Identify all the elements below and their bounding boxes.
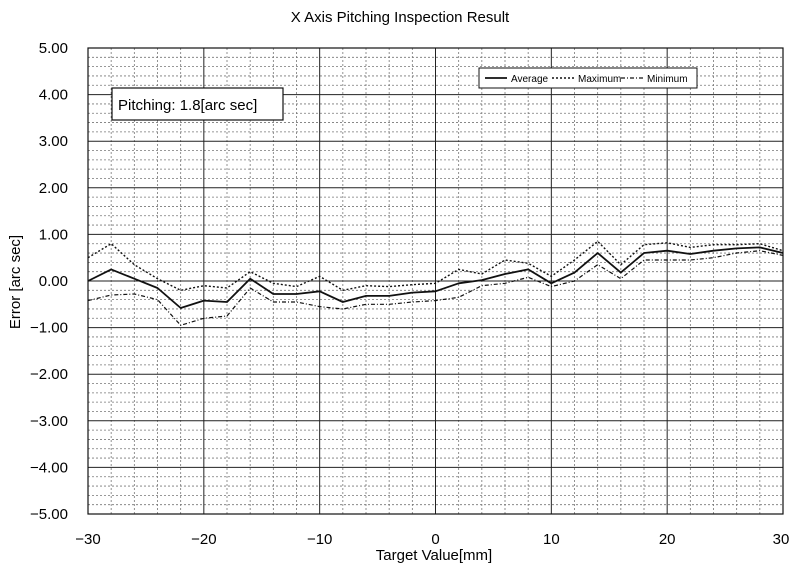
x-tick-label: −20	[191, 531, 216, 548]
pitching-annotation: Pitching: 1.8[arc sec]	[118, 97, 257, 114]
y-tick-label: −3.00	[30, 413, 68, 430]
legend-label-minimum: Minimum	[647, 74, 688, 85]
x-tick-label: −30	[75, 531, 100, 548]
y-tick-label: −1.00	[30, 320, 68, 337]
series-line-minimum	[87, 250, 784, 326]
legend-label-average: Average	[511, 74, 549, 85]
x-tick-label: −10	[307, 531, 332, 548]
axes: 5.00 4.00 3.00 2.00 1.00 0.00 −1.00 −2.00 −3.00 −…	[30, 40, 789, 548]
legend: Average Maximum Minimum	[478, 67, 698, 89]
y-tick-label: 2.00	[39, 180, 68, 197]
y-tick-label: 1.00	[39, 226, 68, 243]
y-tick-label: −5.00	[30, 506, 68, 523]
x-tick-label: 30	[773, 531, 790, 548]
x-tick-label: 10	[543, 531, 560, 548]
y-tick-label: 0.00	[39, 273, 68, 290]
grid	[87, 47, 784, 515]
pitching-annotation-box: Pitching: 1.8[arc sec]	[111, 87, 284, 121]
y-tick-label: 4.00	[39, 87, 68, 104]
y-axis-label: Error [arc sec]	[7, 235, 24, 329]
chart-title: X Axis Pitching Inspection Result	[291, 9, 510, 26]
series-line-maximum	[87, 240, 784, 291]
legend-label-maximum: Maximum	[578, 74, 621, 85]
x-axis-label: Target Value[mm]	[376, 547, 492, 564]
y-tick-label: −2.00	[30, 366, 68, 383]
y-tick-label: 5.00	[39, 40, 68, 57]
legend-box	[478, 67, 698, 89]
series-line-average	[87, 246, 784, 309]
x-tick-label: 0	[431, 531, 439, 548]
x-tick-label: 20	[659, 531, 676, 548]
y-tick-label: 3.00	[39, 133, 68, 150]
series-lines	[87, 240, 784, 326]
y-tick-label: −4.00	[30, 459, 68, 476]
